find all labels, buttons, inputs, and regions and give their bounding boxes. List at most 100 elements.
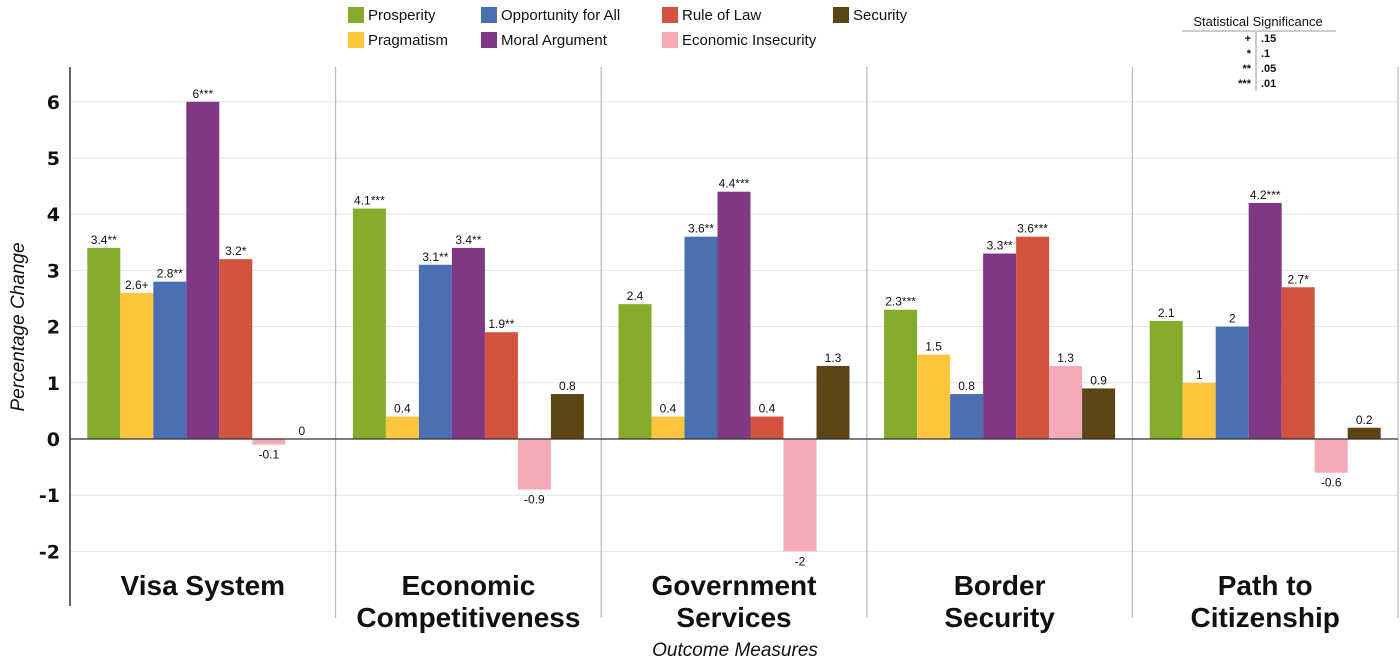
data-label: 1.3 <box>1057 351 1074 365</box>
category-label: Citizenship <box>1191 602 1340 633</box>
bar <box>618 304 652 439</box>
data-label: 4.4*** <box>719 177 750 191</box>
legend-swatch <box>833 7 849 23</box>
legend-label: Security <box>853 7 908 24</box>
bar <box>783 439 817 552</box>
legend-label: Moral Argument <box>501 32 608 49</box>
y-tick-label: 2 <box>47 317 60 339</box>
data-label: 2 <box>1229 312 1236 326</box>
bar <box>983 253 1017 439</box>
data-label: 2.7* <box>1288 272 1310 286</box>
data-label: 3.1** <box>422 250 448 264</box>
bar <box>484 332 518 439</box>
data-label: 1.5 <box>925 340 942 354</box>
data-label: 2.6+ <box>125 278 149 292</box>
data-label: 1.9** <box>488 317 514 331</box>
data-label: 0.9 <box>1090 373 1107 387</box>
bar <box>517 439 551 490</box>
data-label: 2.4 <box>627 289 644 303</box>
data-label: 0.2 <box>1356 413 1373 427</box>
y-tick-label: 6 <box>47 92 60 114</box>
bar <box>1314 439 1348 473</box>
y-tick-label: -2 <box>39 541 60 563</box>
data-label: -2 <box>795 554 806 568</box>
category-label: Services <box>676 602 791 633</box>
bar <box>1082 388 1116 439</box>
bar <box>1016 236 1050 439</box>
legend-label: Rule of Law <box>682 7 761 24</box>
bar <box>120 292 154 439</box>
data-label: 3.4** <box>91 233 117 247</box>
data-label: 1.3 <box>825 351 842 365</box>
data-label: 2.1 <box>1158 306 1175 320</box>
bar <box>950 394 984 439</box>
bar <box>651 416 685 439</box>
bar <box>219 259 253 439</box>
significance-value: .1 <box>1261 48 1270 60</box>
category-label: Visa System <box>121 570 286 601</box>
data-label: 3.6** <box>688 222 714 236</box>
legend-swatch <box>348 7 364 23</box>
data-label: 1 <box>1196 368 1203 382</box>
x-axis-title: Outcome Measures <box>652 640 818 661</box>
data-label: -0.6 <box>1321 476 1342 490</box>
data-label: 6*** <box>192 87 213 101</box>
bar <box>451 247 485 439</box>
y-tick-label: 1 <box>47 373 60 395</box>
axes <box>69 67 1398 606</box>
y-axis-title: Percentage Change <box>8 242 29 411</box>
bar <box>1182 382 1216 439</box>
data-label: -0.1 <box>258 448 279 462</box>
significance-symbol: ** <box>1242 63 1251 75</box>
y-tick-label: -1 <box>39 485 60 507</box>
data-label: 0 <box>298 424 305 438</box>
y-tick-label: 5 <box>47 148 60 170</box>
data-label: 3.3** <box>987 239 1013 253</box>
bar <box>385 416 419 439</box>
bar <box>750 416 784 439</box>
significance-symbol: *** <box>1238 78 1252 90</box>
significance-title: Statistical Significance <box>1193 14 1322 29</box>
data-label: 0.8 <box>559 379 576 393</box>
data-label: 3.6*** <box>1017 222 1048 236</box>
significance-value: .05 <box>1261 63 1276 75</box>
bar <box>816 365 850 439</box>
bar <box>884 309 918 439</box>
legend-swatch <box>481 32 497 48</box>
legend-label: Economic Insecurity <box>682 32 817 49</box>
significance-value: .01 <box>1261 78 1276 90</box>
y-tick-label: 3 <box>47 260 60 282</box>
legend-label: Opportunity for All <box>501 7 620 24</box>
y-tick-labels: -2 -1 0 1 2 3 4 5 6 <box>39 92 60 564</box>
data-label: 2.8** <box>157 267 183 281</box>
legend-label: Pragmatism <box>368 32 448 49</box>
data-label: 2.3*** <box>885 295 916 309</box>
data-label: 3.2* <box>225 244 247 258</box>
category-label: Economic <box>401 570 535 601</box>
data-label: 0.4 <box>660 402 677 416</box>
legend-swatch <box>481 7 497 23</box>
bar <box>252 439 286 445</box>
bar <box>1248 202 1282 439</box>
significance-value: .15 <box>1261 33 1276 45</box>
bar <box>1049 365 1083 439</box>
bar <box>1215 326 1249 439</box>
data-label: 3.4** <box>455 233 481 247</box>
bar <box>418 264 452 439</box>
data-label: 0.8 <box>958 379 975 393</box>
y-tick-label: 4 <box>47 204 60 226</box>
data-label: 0.4 <box>759 402 776 416</box>
bar <box>87 247 121 439</box>
legend-swatch <box>662 32 678 48</box>
bar <box>550 394 584 439</box>
data-label: -0.9 <box>524 493 545 507</box>
legend-label: Prosperity <box>368 7 436 24</box>
legend-swatch <box>662 7 678 23</box>
data-label: 4.2*** <box>1250 188 1281 202</box>
significance-symbol: + <box>1245 33 1251 45</box>
significance-symbol: * <box>1247 48 1252 60</box>
bar <box>153 281 187 439</box>
data-label: 0.4 <box>394 402 411 416</box>
